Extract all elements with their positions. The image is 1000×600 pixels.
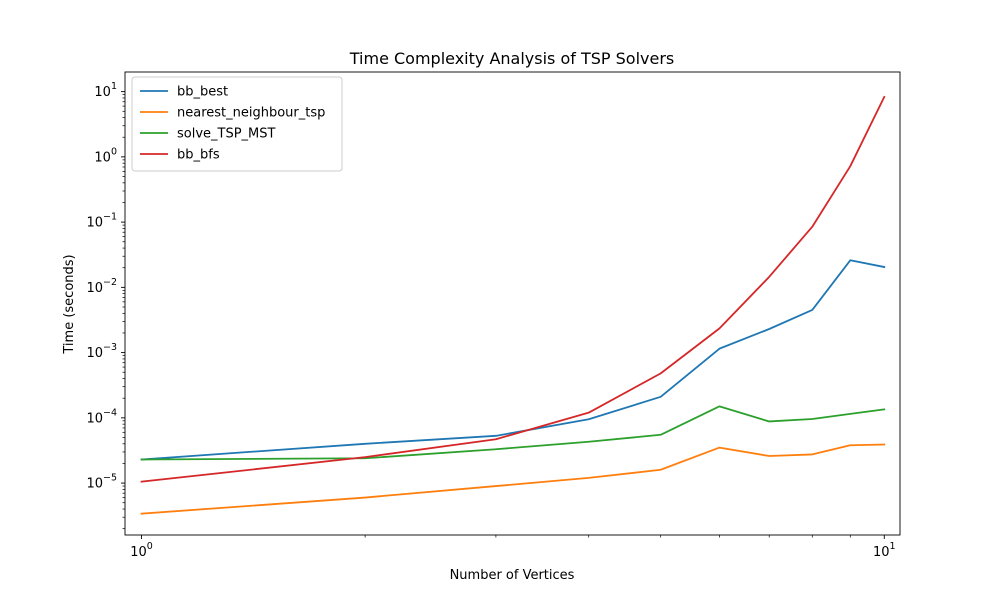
y-tick-label: 101	[94, 81, 117, 100]
legend-label: nearest_neighbour_tsp	[177, 106, 325, 121]
series-line-bb_bfs	[140, 95, 886, 483]
plot-frame	[124, 71, 901, 536]
plot-area	[140, 95, 886, 515]
y-tick-label: 10−4	[86, 407, 117, 426]
series-line-bb_best	[140, 259, 886, 461]
x-tick-label: 100	[130, 541, 153, 560]
y-tick-label: 10−2	[86, 277, 117, 296]
y-tick-label: 10−5	[86, 473, 117, 492]
legend-label: bb_best	[177, 85, 228, 100]
x-axis-label: Number of Vertices	[450, 568, 575, 583]
legend-label: bb_bfs	[177, 148, 220, 163]
y-axis-label: Time (seconds)	[62, 254, 77, 354]
y-tick-label: 100	[94, 146, 117, 165]
x-tick-label: 101	[873, 541, 896, 560]
chart-title: Time Complexity Analysis of TSP Solvers	[349, 49, 675, 68]
series-line-nearest_neighbour_tsp	[140, 443, 886, 515]
y-tick-label: 10−1	[86, 212, 117, 231]
y-tick-label: 10−3	[86, 342, 117, 361]
axes: 10−5 10−4 10−3 10−2 10−1 100 101 100 101	[86, 71, 901, 560]
series-line-solve_TSP_MST	[140, 405, 886, 461]
legend: bb_best nearest_neighbour_tsp solve_TSP_MS…	[131, 76, 343, 172]
legend-box	[131, 76, 343, 172]
legend-label: solve_TSP_MST	[177, 127, 276, 142]
